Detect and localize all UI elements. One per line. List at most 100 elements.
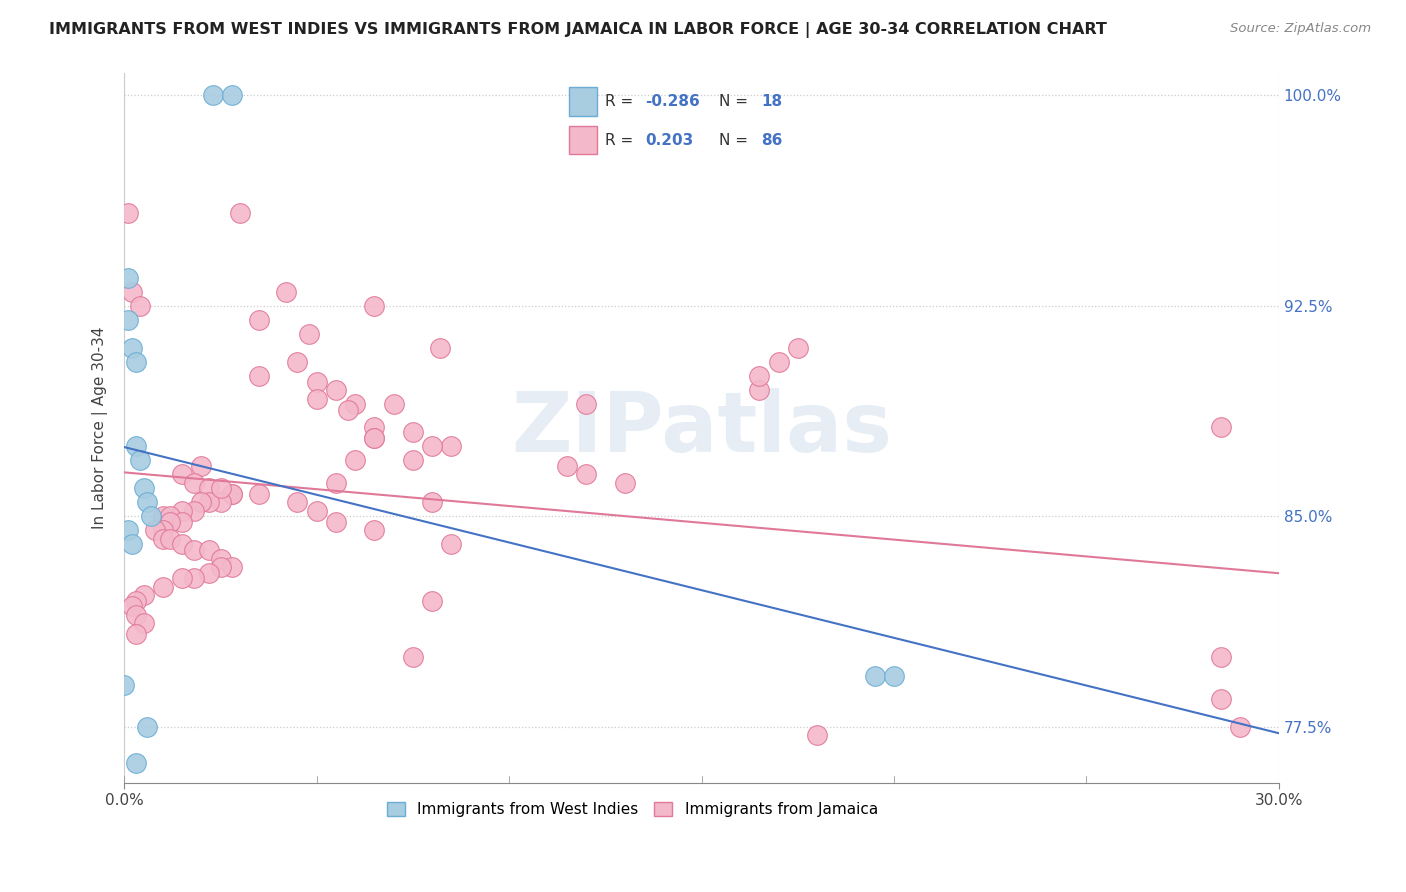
Point (305, 392, 328, 406)
Point (121, 537, 143, 551)
Point (136, 495, 159, 509)
Point (170, 515, 193, 529)
Point (152, 580, 174, 594)
Point (152, 509, 174, 524)
Point (209, 551, 232, 566)
Point (141, 509, 163, 524)
Point (209, 560, 232, 574)
Text: Source: ZipAtlas.com: Source: ZipAtlas.com (1230, 22, 1371, 36)
Point (143, 524, 166, 538)
Point (305, 375, 328, 389)
Point (768, 355, 790, 369)
Point (325, 383, 347, 397)
Point (363, 419, 385, 434)
Point (221, 487, 243, 501)
Point (170, 504, 193, 518)
Point (325, 475, 347, 490)
Point (402, 649, 425, 664)
Point (274, 285, 297, 299)
Legend: Immigrants from West Indies, Immigrants from Jamaica: Immigrants from West Indies, Immigrants … (380, 795, 886, 825)
Point (209, 481, 232, 495)
Point (613, 475, 636, 490)
Point (183, 571, 205, 585)
Point (198, 481, 221, 495)
Point (786, 790, 808, 805)
Point (117, 524, 139, 538)
Point (229, 206, 252, 220)
Point (344, 453, 367, 467)
Point (247, 369, 270, 384)
Point (221, 560, 243, 574)
Text: ZIPatlas: ZIPatlas (512, 387, 893, 468)
Point (209, 495, 232, 509)
Point (125, 355, 148, 369)
Point (201, 88, 224, 103)
Point (420, 439, 443, 453)
Point (344, 397, 367, 411)
Point (198, 495, 221, 509)
Point (190, 495, 212, 509)
Point (298, 326, 321, 341)
Point (555, 458, 578, 473)
Point (128, 453, 150, 467)
Point (420, 593, 443, 607)
Point (136, 720, 159, 734)
Point (159, 532, 181, 546)
Point (420, 495, 443, 509)
Point (221, 88, 243, 103)
Point (198, 566, 221, 580)
Point (152, 524, 174, 538)
Point (287, 355, 309, 369)
Point (183, 504, 205, 518)
Point (1211, 649, 1233, 664)
Point (170, 467, 193, 482)
Point (159, 515, 181, 529)
Point (786, 341, 808, 355)
Point (132, 481, 155, 495)
Point (287, 495, 309, 509)
Point (748, 369, 770, 384)
Point (221, 487, 243, 501)
Point (125, 756, 148, 771)
Point (183, 543, 205, 558)
Y-axis label: In Labor Force | Age 30-34: In Labor Force | Age 30-34 (93, 326, 108, 529)
Point (117, 271, 139, 285)
Point (575, 397, 598, 411)
Point (402, 453, 425, 467)
Point (121, 341, 143, 355)
Point (125, 627, 148, 641)
Point (1229, 720, 1251, 734)
Point (152, 532, 174, 546)
Point (132, 588, 155, 602)
Point (305, 504, 328, 518)
Point (121, 285, 143, 299)
Point (336, 402, 359, 417)
Point (117, 206, 139, 220)
Point (440, 537, 463, 551)
Point (402, 425, 425, 440)
Point (382, 397, 405, 411)
Text: IMMIGRANTS FROM WEST INDIES VS IMMIGRANTS FROM JAMAICA IN LABOR FORCE | AGE 30-3: IMMIGRANTS FROM WEST INDIES VS IMMIGRANT… (49, 22, 1107, 38)
Point (363, 299, 385, 313)
Point (806, 728, 828, 742)
Point (1211, 419, 1233, 434)
Point (128, 299, 150, 313)
Point (190, 458, 212, 473)
Point (170, 537, 193, 551)
Point (1211, 691, 1233, 706)
Point (121, 599, 143, 614)
Point (198, 543, 221, 558)
Point (883, 669, 905, 683)
Point (183, 475, 205, 490)
Point (125, 607, 148, 622)
Point (440, 439, 463, 453)
Point (247, 313, 270, 327)
Point (112, 678, 135, 692)
Point (863, 669, 886, 683)
Point (125, 439, 148, 453)
Point (363, 524, 385, 538)
Point (429, 341, 451, 355)
Point (247, 487, 270, 501)
Point (575, 467, 598, 482)
Point (325, 515, 347, 529)
